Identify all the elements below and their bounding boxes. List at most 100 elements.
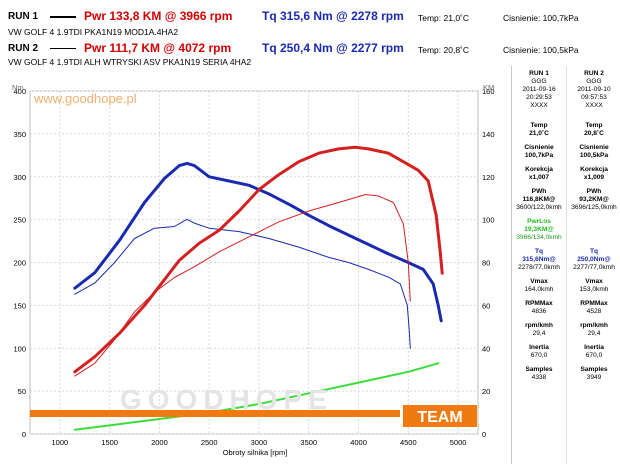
run1-pressure: Cisnienie: 100,7kPa: [503, 13, 579, 23]
run2-pwh-sub: 3696/125,0kmh: [571, 204, 617, 211]
x-axis-label: Obroty silnika [rpm]: [223, 448, 288, 457]
series-line-3: [73, 145, 444, 374]
dyno-chart: www.goodhope.pl 1000 1500 2000 2500 3000 3500…: [12, 83, 495, 457]
run1-power: Pwr 133,8 KM @ 3966 rpm: [84, 9, 233, 23]
run2-car: VW GOLF 4 1.9TDI ALH WTRYSKI ASV PKA1N19…: [8, 57, 252, 67]
x-tick-label: 1000: [52, 438, 69, 447]
y-left-tick-label: 100: [13, 344, 26, 353]
series-line-1: [73, 161, 443, 323]
run1-legend-line: [50, 16, 76, 18]
run1-inertia-key: Inertia: [529, 344, 549, 351]
run1-rpm-key: RPMMax: [525, 300, 553, 307]
y-left-tick-label: 150: [13, 301, 26, 310]
run2-label: RUN 2: [8, 43, 39, 54]
run1-rk-val: 29,4: [532, 330, 546, 337]
team-label: TEAM: [417, 409, 462, 426]
run1-torque: Tq 315,6 Nm @ 2278 rpm: [262, 9, 404, 23]
run1-rpm-val: 4836: [531, 308, 547, 315]
run1-label: RUN 1: [8, 11, 39, 22]
run1-kor-val: x1,007: [528, 174, 550, 181]
run2-kor-key: Korekcja: [580, 166, 608, 173]
run1-car: VW GOLF 4 1.9TDI PKA1N19 MOD1A.4HA2: [8, 27, 179, 37]
run2-inertia-val: 670,0: [585, 352, 603, 359]
run1-loss-sub: 3966/134,0kmh: [516, 234, 562, 241]
x-tick-label: 2500: [201, 438, 218, 447]
results-header: RUN 1 Pwr 133,8 KM @ 3966 rpm Tq 315,6 N…: [0, 0, 620, 67]
run-summary-panel: RUN 1 GGG 2011-09-16 20:29:53 XXXX Temp …: [511, 66, 620, 464]
y-left-tick-label: 400: [13, 87, 26, 96]
x-tick-label: 3000: [251, 438, 268, 447]
y-left-tick-label: 200: [13, 259, 26, 268]
run2-tq-sub: 2277/77,0kmh: [573, 264, 615, 271]
series-line-2: [74, 218, 411, 349]
run1-tq-key: Tq: [534, 248, 544, 255]
run2-title: RUN 2: [584, 70, 604, 77]
x-tick-label: 2000: [151, 438, 168, 447]
run2-vmax-key: Vmax: [585, 278, 603, 285]
run1-temp: Temp: 21,0˚C: [418, 13, 470, 23]
run2-time: 09:57:53: [581, 94, 607, 101]
run2-tq-key: Tq: [589, 248, 599, 255]
x-tick-label: 1500: [101, 438, 118, 447]
run1-summary: RUN 1 GGG 2011-09-16 20:29:53 XXXX Temp …: [512, 66, 566, 382]
run2-code: XXXX: [585, 102, 603, 109]
run2-power: Pwr 111,7 KM @ 4072 rpm: [84, 41, 232, 55]
run2-summary: RUN 2 GGG 2011-09-10 09:57:53 XXXX Temp …: [567, 66, 620, 382]
y-right-tick-label: 80: [482, 259, 490, 268]
run2-pressure: Cisnienie: 100,5kPa: [503, 45, 579, 55]
y-right-tick-label: 160: [482, 87, 495, 96]
y-left-unit: Nm: [12, 83, 24, 92]
run2-legend-line: [50, 48, 76, 49]
run1-pwh-sub: 3600/122,0kmh: [516, 204, 562, 211]
run1-id: GGG: [531, 78, 547, 85]
run2-cis-key: Cisnienie: [579, 144, 609, 151]
run1-kor-key: Korekcja: [525, 166, 553, 173]
run1-tq-val: 315,6Nm@: [522, 256, 556, 263]
run1-temp-val: 21,0˚C: [529, 130, 549, 137]
team-band: [30, 410, 400, 417]
y-left-tick-label: 300: [13, 173, 26, 182]
x-tick-label: 4000: [350, 438, 367, 447]
run2-id: GGG: [586, 78, 602, 85]
run1-loss-val: 19,3KM@: [524, 226, 554, 233]
run1-time: 20:29:53: [526, 94, 552, 101]
chart-series: [73, 145, 444, 431]
x-tick-label: 3500: [300, 438, 317, 447]
y-right-tick-label: 20: [482, 387, 490, 396]
run1-loss-key: PwrLos: [527, 218, 551, 225]
run2-pwh-key: PWh: [586, 188, 602, 195]
run1-code: XXXX: [530, 102, 548, 109]
run2-kor-val: x1,009: [583, 174, 605, 181]
run2-samples-key: Samples: [580, 366, 608, 373]
y-right-tick-label: 120: [482, 173, 495, 182]
y-left-tick-label: 0: [22, 430, 26, 439]
x-tick-label: 4500: [400, 438, 417, 447]
panel-divider: [566, 66, 567, 464]
run1-rk-key: rpm/kmh: [525, 322, 553, 329]
run2-tq-val: 250,0Nm@: [577, 256, 611, 263]
run1-pwh-val: 116,8KM@: [522, 196, 556, 203]
run1-vmax-key: Vmax: [530, 278, 548, 285]
run2-rk-key: rpm/kmh: [580, 322, 608, 329]
run1-cis-key: Cisnienie: [524, 144, 554, 151]
run2-loss-spacer: [567, 218, 620, 242]
team-box: [403, 405, 477, 427]
run2-inertia-key: Inertia: [584, 344, 604, 351]
watermark-text: www.goodhope.pl: [33, 91, 137, 106]
run1-inertia-val: 670,0: [530, 352, 548, 359]
series-line-4: [74, 194, 411, 377]
run1-temp-key: Temp: [530, 122, 548, 129]
y-right-tick-label: 140: [482, 130, 495, 139]
y-right-tick-label: 100: [482, 216, 495, 225]
run1-date: 2011-09-16: [522, 86, 556, 93]
chart-ticks: 1000 1500 2000 2500 3000 3500 4000 4500 5000 0 50 1…: [13, 87, 494, 447]
run2-vmax-val: 153,0kmh: [579, 286, 609, 293]
y-left-tick-label: 350: [13, 130, 26, 139]
run2-rk-val: 29,4: [587, 330, 601, 337]
x-tick-label: 5000: [450, 438, 467, 447]
y-left-tick-label: 250: [13, 216, 26, 225]
y-left-tick-label: 50: [18, 387, 26, 396]
y-right-unit: KM: [483, 83, 494, 92]
run2-cis-val: 100,5kPa: [579, 152, 609, 159]
run1-vmax-val: 164,0kmh: [524, 286, 554, 293]
